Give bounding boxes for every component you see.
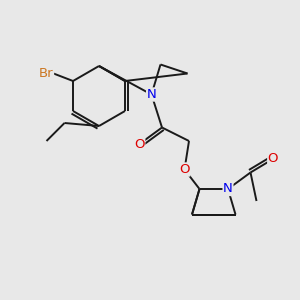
- Text: O: O: [134, 137, 145, 151]
- Text: O: O: [179, 163, 190, 176]
- Text: N: N: [147, 88, 156, 101]
- Text: O: O: [268, 152, 278, 166]
- Text: N: N: [223, 182, 233, 196]
- Text: Br: Br: [39, 67, 53, 80]
